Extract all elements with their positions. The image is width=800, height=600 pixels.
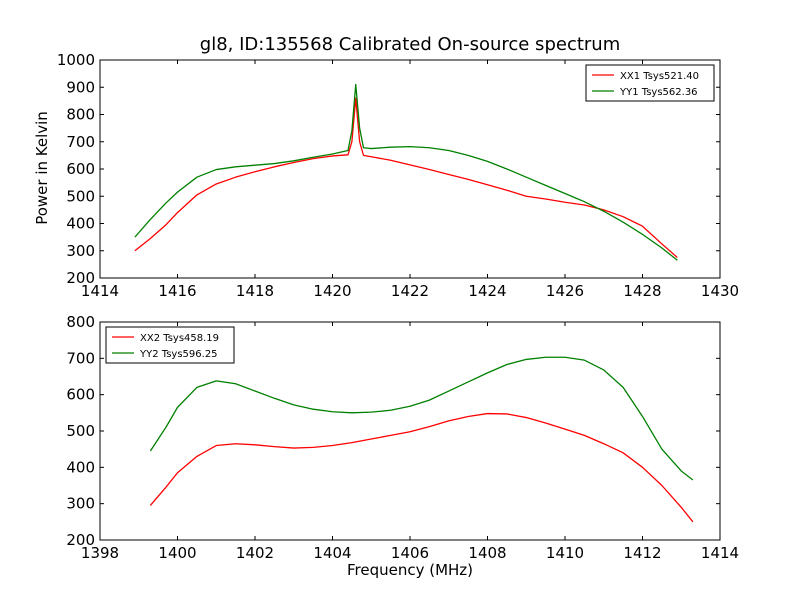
- x-tick-label: 1424: [468, 282, 506, 300]
- x-tick-label: 1416: [158, 282, 196, 300]
- legend-label: YY1 Tsys562.36: [619, 87, 698, 98]
- x-tick-label: 1410: [546, 544, 584, 562]
- x-axis-label: Frequency (MHz): [346, 561, 474, 579]
- y-tick-label: 300: [66, 242, 95, 260]
- y-tick-label: 300: [66, 495, 95, 513]
- series-line-2-1: [149, 412, 694, 523]
- x-tick-label: 1430: [701, 282, 739, 300]
- legend-box-2: [105, 326, 235, 364]
- y-tick-label: 200: [66, 269, 95, 287]
- y-tick-label: 500: [66, 187, 95, 205]
- y-tick-label: 700: [66, 349, 95, 367]
- legend-box-1: [585, 64, 715, 102]
- x-tick-label: 1406: [391, 544, 429, 562]
- x-tick-label: 1402: [236, 544, 274, 562]
- y-tick-label: 800: [66, 313, 95, 331]
- x-tick-label: 1428: [623, 282, 661, 300]
- x-tick-label: 1412: [623, 544, 661, 562]
- y-tick-label: 600: [66, 160, 95, 178]
- x-tick-label: 1420: [313, 282, 351, 300]
- y-tick-label: 800: [66, 106, 95, 124]
- plot-panel-1: 1414 1416 1418 1420 1422 1424 1426 1428 1430 200 3…: [57, 51, 739, 300]
- legend-label: XX1 Tsys521.40: [620, 71, 699, 82]
- x-tick-label: 1422: [391, 282, 429, 300]
- y-tick-label: 400: [66, 215, 95, 233]
- x-tick-label: 1426: [546, 282, 584, 300]
- x-tick-label: 1404: [313, 544, 351, 562]
- y-tick-label: 900: [66, 78, 95, 96]
- x-tick-label: 1398: [81, 544, 119, 562]
- series-line-2-2: [149, 356, 694, 481]
- y-tick-label: 500: [66, 422, 95, 440]
- y-tick-label: 200: [66, 531, 95, 549]
- series-line-1-2: [134, 83, 678, 261]
- legend-label: XX2 Tsys458.19: [140, 333, 219, 344]
- y-tick-label: 400: [66, 458, 95, 476]
- x-tick-label: 1418: [236, 282, 274, 300]
- x-tick-label: 1400: [158, 544, 196, 562]
- series-line-1-1: [134, 97, 678, 259]
- y-tick-label: 700: [66, 133, 95, 151]
- y-tick-label: 1000: [57, 51, 95, 69]
- chart-title: gl8, ID:135568 Calibrated On-source spec…: [199, 34, 621, 55]
- legend-label: YY2 Tsys596.25: [139, 349, 218, 360]
- x-tick-label: 1414: [81, 282, 119, 300]
- x-tick-label: 1408: [468, 544, 506, 562]
- plot-panel-2: 1398 1400 1402 1404 1406 1408 1410 1412 1414 200 3…: [66, 313, 739, 562]
- y-axis-label: Power in Kelvin: [33, 111, 51, 225]
- y-tick-label: 600: [66, 386, 95, 404]
- x-tick-label: 1414: [701, 544, 739, 562]
